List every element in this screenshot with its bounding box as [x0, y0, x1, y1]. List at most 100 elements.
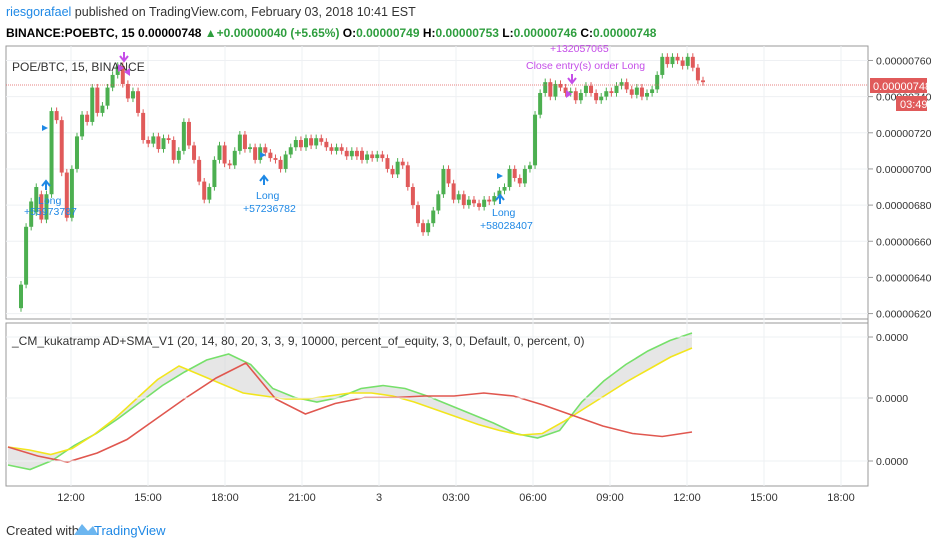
candle [436, 190, 441, 215]
candle-body [110, 74, 115, 88]
candle [461, 190, 466, 209]
candle-body [192, 145, 197, 160]
ind-tick-label: 0.0000 [876, 456, 908, 468]
footer-created: Created with [6, 523, 79, 538]
candle [115, 62, 120, 79]
candle-body [360, 150, 364, 160]
candle-body [563, 87, 568, 94]
price-tick-label: 0.00000640 [876, 272, 932, 284]
candle-body [334, 147, 339, 151]
candle [64, 168, 69, 222]
candle-body [354, 150, 359, 157]
candle [197, 156, 202, 186]
footer-brand[interactable]: TradingView [94, 523, 166, 538]
candle [141, 109, 146, 144]
candle-body [701, 80, 705, 83]
candle-body [324, 141, 329, 148]
flag-icon [566, 90, 572, 98]
candle-body [471, 199, 476, 204]
candle-body [573, 91, 578, 101]
candle-body [59, 120, 64, 173]
candle [431, 206, 436, 227]
candle-body [614, 85, 619, 94]
candle [298, 136, 303, 151]
candle-body [660, 56, 665, 75]
published-text: published on TradingView.com, February 0… [71, 5, 416, 19]
candle [34, 183, 39, 216]
time-badge [896, 96, 927, 111]
candle [405, 161, 410, 191]
candle-body [298, 140, 303, 148]
candle [517, 174, 522, 188]
candle-body [380, 154, 385, 159]
candle [512, 165, 517, 182]
candle [54, 107, 59, 124]
candle [136, 87, 141, 117]
candle [334, 143, 339, 155]
candle [222, 141, 227, 168]
candle-body [339, 147, 344, 151]
candle-body [293, 140, 298, 148]
tradingview-logo-icon[interactable] [74, 524, 98, 535]
candle-body [370, 154, 375, 159]
last-price: 0.00000748 [138, 26, 202, 40]
candle [670, 53, 675, 68]
candle-body [461, 194, 466, 206]
close-marker-2[interactable]: +132057065 Close entry(s) order Long [526, 43, 645, 98]
candle-body [161, 138, 166, 150]
candle-body [319, 138, 324, 142]
candle-body [309, 138, 314, 146]
candle [543, 78, 548, 97]
candle-body [583, 85, 588, 94]
candle-body [385, 158, 390, 169]
candle [90, 83, 95, 126]
close-label: Close entry(s) order Long [526, 60, 645, 72]
candle-body [466, 199, 471, 206]
main-legend: POE/BTC, 15, BINANCE [12, 60, 145, 74]
price-tick-label: 0.00000760 [876, 55, 932, 67]
long-marker-1[interactable]: Long +55973787 [24, 125, 77, 218]
candle-body [390, 168, 395, 175]
candle-body [451, 183, 456, 200]
close-marker-1[interactable] [118, 52, 130, 76]
candle [253, 143, 258, 164]
candle [548, 78, 553, 101]
long-marker-2[interactable]: Long +57236782 [243, 152, 296, 215]
candle-body [512, 168, 517, 178]
price-tick-label: 0.00000660 [876, 236, 932, 248]
candle [660, 53, 665, 79]
candle [456, 190, 461, 204]
candle [19, 281, 23, 312]
quote-line: BINANCE:POEBTC, 15 0.00000748 ▲+0.000000… [6, 26, 656, 40]
candle [573, 87, 578, 104]
candle [441, 165, 446, 198]
candle-body [171, 140, 176, 160]
candle [680, 56, 685, 70]
price-tick-label: 0.00000620 [876, 309, 932, 321]
candle-body [120, 65, 125, 84]
candle [278, 156, 283, 173]
candle-body [522, 168, 527, 184]
candle [471, 196, 476, 207]
candle [74, 132, 79, 173]
author-link[interactable]: riesgorafael [6, 5, 72, 19]
low-label: L: [502, 26, 514, 40]
long-marker-3[interactable]: Long +58028407 [480, 173, 533, 232]
long-label-1: Long [38, 195, 62, 207]
vertical-grid [70, 46, 842, 486]
candle [477, 199, 482, 211]
candle [151, 132, 156, 148]
candle [161, 134, 166, 153]
candle [268, 149, 273, 162]
candle [105, 83, 110, 110]
candle [370, 150, 375, 162]
candle-body [90, 87, 95, 122]
candle [304, 134, 309, 151]
candle-body [527, 165, 532, 169]
candle-body [431, 210, 436, 224]
candle [665, 53, 670, 68]
candle-body [248, 147, 253, 150]
candle-body [502, 187, 507, 191]
candle [324, 138, 329, 151]
